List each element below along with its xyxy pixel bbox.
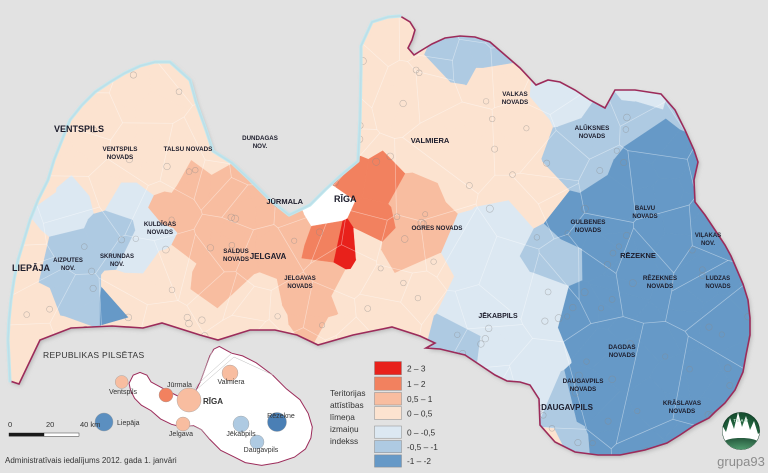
svg-text:0: 0	[8, 420, 12, 429]
svg-text:AIZPUTES: AIZPUTES	[53, 258, 83, 264]
svg-text:NOVADS: NOVADS	[287, 284, 312, 290]
svg-text:0 – 0,5: 0 – 0,5	[407, 409, 433, 419]
svg-text:JŪRMALA: JŪRMALA	[266, 197, 303, 206]
svg-text:Teritorijas: Teritorijas	[330, 388, 366, 398]
svg-text:NOVADS: NOVADS	[575, 227, 601, 234]
svg-text:JĒKABPILS: JĒKABPILS	[478, 312, 518, 320]
svg-text:SALDUS: SALDUS	[223, 248, 248, 255]
svg-text:DAUGAVPILS: DAUGAVPILS	[541, 403, 594, 412]
svg-text:KRĀSLAVAS: KRĀSLAVAS	[663, 399, 701, 407]
svg-text:-1 – -2: -1 – -2	[407, 456, 431, 466]
svg-text:izmaiņu: izmaiņu	[330, 424, 359, 434]
svg-text:RĒZEKNES: RĒZEKNES	[643, 274, 677, 282]
svg-text:20: 20	[46, 420, 54, 429]
svg-text:TALSU NOVADS: TALSU NOVADS	[164, 146, 213, 153]
svg-text:NOVADS: NOVADS	[669, 408, 695, 415]
svg-text:2 – 3: 2 – 3	[407, 364, 426, 374]
svg-text:NOV.: NOV.	[701, 241, 715, 247]
svg-text:Ventspils: Ventspils	[109, 389, 138, 396]
svg-text:LUDZAS: LUDZAS	[706, 276, 730, 282]
svg-text:NOVADS: NOVADS	[107, 154, 133, 161]
svg-text:indekss: indekss	[330, 436, 358, 446]
svg-text:Jēkabpils: Jēkabpils	[226, 431, 256, 438]
svg-text:Daugavpils: Daugavpils	[244, 447, 279, 454]
svg-text:NOVADS: NOVADS	[609, 352, 635, 359]
svg-text:OGRES NOVADS: OGRES NOVADS	[412, 225, 463, 232]
svg-text:VENTSPILS: VENTSPILS	[103, 146, 138, 153]
svg-text:Administratīvais iedalījums 20: Administratīvais iedalījums 2012. gada 1…	[5, 456, 177, 465]
svg-text:REPUBLIKAS PILSĒTAS: REPUBLIKAS PILSĒTAS	[43, 350, 144, 360]
svg-text:NOV.: NOV.	[253, 143, 268, 150]
svg-text:Jūrmala: Jūrmala	[167, 382, 192, 389]
svg-text:NOVADS: NOVADS	[570, 386, 596, 393]
svg-text:grupa93: grupa93	[717, 454, 765, 469]
svg-text:VENTSPILS: VENTSPILS	[54, 124, 104, 134]
svg-text:NOVADS: NOVADS	[147, 229, 173, 236]
svg-text:NOVADS: NOVADS	[502, 99, 528, 106]
svg-text:-0,5 – -1: -0,5 – -1	[407, 442, 438, 452]
svg-text:0 – -0,5: 0 – -0,5	[407, 428, 436, 438]
svg-text:40 km: 40 km	[80, 420, 100, 429]
svg-text:DUNDAGAS: DUNDAGAS	[242, 135, 278, 142]
svg-text:VALKAS: VALKAS	[502, 91, 527, 98]
svg-text:JELGAVAS: JELGAVAS	[284, 276, 315, 282]
svg-text:NOVADS: NOVADS	[632, 214, 657, 220]
svg-text:NOVADS: NOVADS	[647, 283, 673, 290]
svg-text:GULBENES: GULBENES	[571, 219, 606, 226]
svg-text:NOVADS: NOVADS	[223, 256, 249, 263]
svg-text:BALVU: BALVU	[635, 206, 655, 212]
svg-text:JELGAVA: JELGAVA	[250, 252, 287, 261]
svg-text:Liepāja: Liepāja	[117, 420, 140, 427]
svg-text:līmeņa: līmeņa	[330, 412, 355, 422]
svg-text:NOV.: NOV.	[61, 266, 75, 272]
svg-text:SKRUNDAS: SKRUNDAS	[100, 254, 134, 260]
svg-text:LIEPĀJA: LIEPĀJA	[12, 263, 51, 273]
svg-text:NOV.: NOV.	[110, 262, 124, 268]
svg-text:NOVADS: NOVADS	[705, 284, 730, 290]
svg-text:VIĻAKAS: VIĻAKAS	[695, 233, 721, 239]
svg-text:attīstības: attīstības	[330, 400, 364, 410]
svg-text:Valmiera: Valmiera	[217, 379, 244, 386]
svg-text:NOVADS: NOVADS	[579, 133, 605, 140]
svg-text:0,5 – 1: 0,5 – 1	[407, 394, 433, 404]
svg-text:ALŪKSNES: ALŪKSNES	[575, 124, 610, 132]
svg-text:TEAM: TEAM	[733, 418, 748, 423]
svg-text:DAGDAS: DAGDAS	[608, 344, 635, 351]
svg-text:RĒZEKNE: RĒZEKNE	[620, 251, 656, 260]
svg-text:DAUGAVPILS: DAUGAVPILS	[563, 378, 604, 385]
svg-text:RĪGA: RĪGA	[203, 397, 223, 406]
svg-text:1 – 2: 1 – 2	[407, 379, 426, 389]
svg-text:Jelgava: Jelgava	[169, 431, 193, 438]
svg-text:KULDĪGAS: KULDĪGAS	[144, 221, 176, 228]
svg-text:VALMIERA: VALMIERA	[411, 136, 450, 145]
svg-text:RĪGA: RĪGA	[334, 194, 357, 204]
svg-text:Rēzekne: Rēzekne	[267, 413, 295, 420]
